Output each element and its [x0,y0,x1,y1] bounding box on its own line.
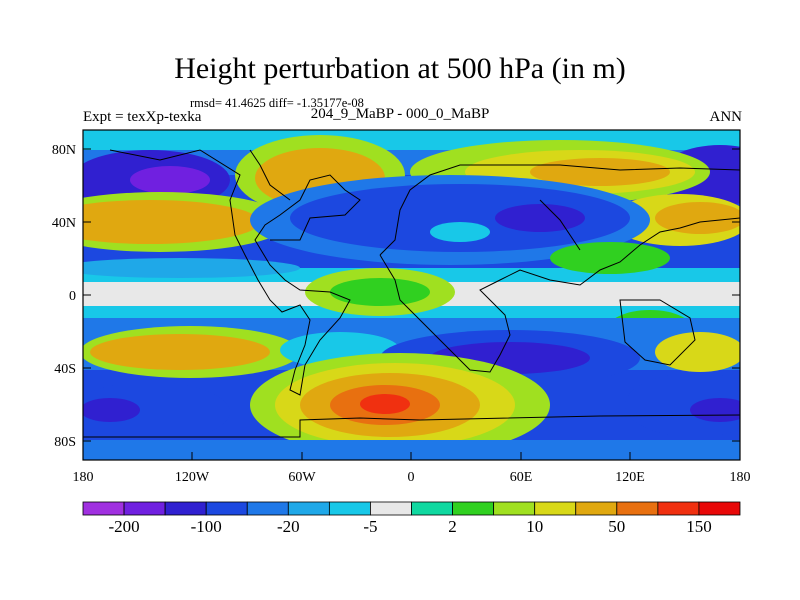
coastline-layer [83,149,740,438]
season-label: ANN [709,109,743,125]
colorbar-label: -200 [108,517,139,536]
colorbar-box [205,501,248,516]
colorbar-box [246,501,289,516]
longitude-labels: 180 120W 60W 0 60E 120E 180 [73,470,751,485]
lat-label-0: 0 [69,289,76,304]
lon-label-120e: 120E [615,470,645,485]
lon-label-180w: 180 [73,470,94,485]
latitude-labels: 80N 40N 0 40S 80S [52,143,76,450]
lat-label-40n: 40N [52,216,76,231]
colorbar-box [411,501,453,516]
lon-label-60e: 60E [510,470,533,485]
lat-label-40s: 40S [54,362,76,377]
colorbar-labels: -200 -100 -20 -5 2 10 50 150 [108,517,711,536]
colorbar-label: -5 [363,517,377,536]
axis-ticks [82,148,741,460]
colorbar-box [164,501,207,516]
colorbar-box [616,501,659,516]
lat-label-80n: 80N [52,143,76,158]
colorbar-box [452,501,495,516]
colorbar-box [287,501,330,516]
colorbar-label: -100 [191,517,222,536]
lon-label-60w: 60W [288,470,316,485]
lat-label-80s: 80S [54,435,76,450]
colorbar-box [493,501,536,516]
colorbar-box [82,501,125,516]
colorbar-box [370,501,412,516]
lon-label-0: 0 [408,470,415,485]
plot-title: Height perturbation at 500 hPa (in m) [174,52,626,85]
field-layer [83,130,740,460]
colorbar-label: -20 [277,517,300,536]
experiment-label: Expt = texXp-texka [83,109,202,125]
colorbar-label: 50 [608,517,625,536]
colorbar-label: 150 [686,517,712,536]
colorbar-box [575,501,618,516]
colorbar-box [698,501,741,516]
lon-label-120w: 120W [175,470,210,485]
lon-label-180e: 180 [730,470,751,485]
colorbar-box [657,501,700,516]
stats-line: rmsd= 41.4625 diff= -1.35177e-08 [190,96,364,110]
colorbar [82,501,741,516]
colorbar-box [534,501,577,516]
colorbar-box [328,501,371,516]
colorbar-box [123,501,166,516]
colorbar-label: 2 [448,517,457,536]
colorbar-label: 10 [526,517,543,536]
period-label: 204_9_MaBP - 000_0_MaBP [310,106,490,122]
